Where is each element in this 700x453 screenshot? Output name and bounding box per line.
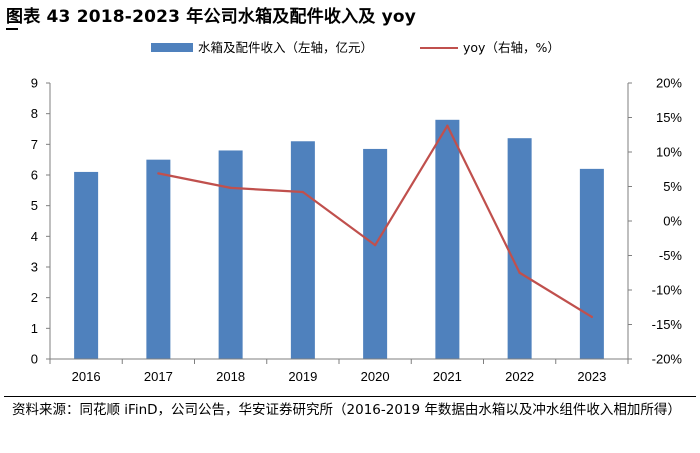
legend-swatch-bar bbox=[151, 43, 193, 52]
legend-label-line: yoy（右轴，%） bbox=[463, 40, 560, 55]
yoy-point-2022 bbox=[518, 271, 521, 274]
title-underline bbox=[6, 28, 18, 30]
right-tick-label: 5% bbox=[663, 179, 682, 194]
x-tick-label: 2016 bbox=[72, 369, 101, 384]
legend-label-bar: 水箱及配件收入（左轴，亿元） bbox=[198, 40, 373, 55]
bar-2022 bbox=[507, 138, 532, 359]
source-note: 资料来源：同花顺 iFinD，公司公告，华安证券研究所（2016-2019 年数… bbox=[12, 402, 681, 418]
yoy-point-2023 bbox=[590, 315, 594, 319]
right-tick-label: -10% bbox=[652, 283, 683, 298]
x-tick-label: 2018 bbox=[216, 369, 245, 384]
x-tick-label: 2022 bbox=[505, 369, 534, 384]
left-tick-label: 2 bbox=[31, 290, 38, 305]
yoy-point-2019 bbox=[301, 190, 305, 194]
left-tick-label: 4 bbox=[31, 229, 38, 244]
x-tick-label: 2021 bbox=[433, 369, 462, 384]
x-tick-label: 2020 bbox=[361, 369, 390, 384]
chart: 水箱及配件收入（左轴，亿元） yoy（右轴，%） 0 1 2 3 4 5 6 7 8 9 -20% -… bbox=[31, 40, 683, 385]
right-tick-label: -20% bbox=[652, 352, 683, 367]
left-tick-label: 3 bbox=[31, 260, 38, 275]
x-tick-label: 2023 bbox=[577, 369, 606, 384]
bar-2020 bbox=[363, 148, 388, 359]
bar-2021 bbox=[435, 119, 460, 359]
left-tick-label: 9 bbox=[31, 76, 38, 91]
source-divider bbox=[4, 396, 696, 397]
bar-2023 bbox=[579, 168, 604, 359]
right-tick-label: -15% bbox=[652, 317, 683, 332]
bar-2017 bbox=[146, 159, 171, 359]
left-tick-label: 5 bbox=[31, 198, 38, 213]
left-tick-label: 0 bbox=[31, 352, 38, 367]
right-tick-label: 15% bbox=[656, 110, 682, 125]
yoy-point-2021 bbox=[446, 124, 449, 127]
yoy-point-2018 bbox=[229, 186, 232, 190]
yoy-point-2020 bbox=[373, 243, 377, 247]
right-tick-label: -5% bbox=[659, 248, 683, 263]
left-tick-label: 8 bbox=[31, 106, 38, 121]
left-tick-label: 6 bbox=[31, 168, 38, 183]
x-tick-label: 2017 bbox=[144, 369, 173, 384]
right-tick-label: 10% bbox=[656, 145, 682, 160]
left-tick-label: 1 bbox=[31, 321, 38, 336]
right-tick-label: 20% bbox=[656, 76, 682, 91]
legend: 水箱及配件收入（左轴，亿元） yoy（右轴，%） bbox=[151, 40, 560, 55]
right-tick-label: 0% bbox=[663, 214, 682, 229]
yoy-point-2017 bbox=[157, 172, 160, 175]
plot-area: 0 1 2 3 4 5 6 7 8 9 -20% -15% -10% -5% 0% 5% 10% 15% 20% 20… bbox=[31, 76, 683, 385]
bar-2016 bbox=[74, 171, 99, 359]
chart-title: 图表 43 2018-2023 年公司水箱及配件收入及 yoy bbox=[6, 7, 417, 27]
x-tick-label: 2019 bbox=[288, 369, 317, 384]
bar-2018 bbox=[218, 150, 243, 359]
left-tick-label: 7 bbox=[31, 137, 38, 152]
bar-2019 bbox=[290, 141, 315, 359]
